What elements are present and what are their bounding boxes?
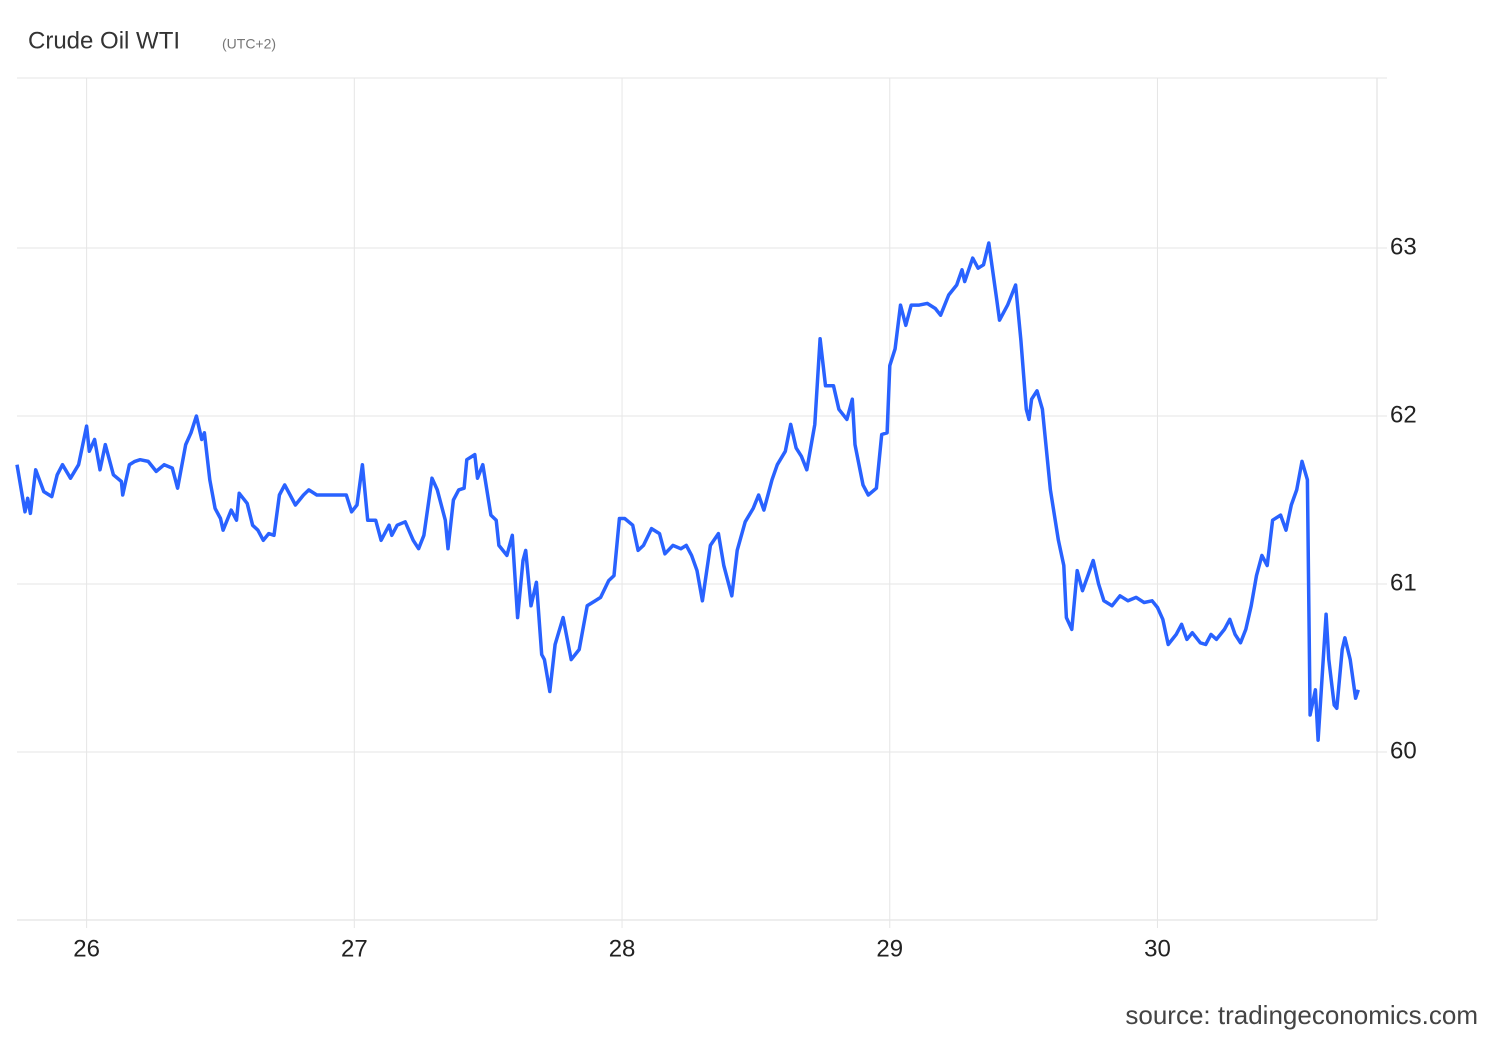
x-tick-label: 26 xyxy=(73,935,100,962)
source-note: source: tradingeconomics.com xyxy=(1125,1000,1478,1030)
chart-title: Crude Oil WTI xyxy=(28,27,180,54)
chart-subtitle: (UTC+2) xyxy=(222,36,276,52)
x-tick-label: 29 xyxy=(876,935,903,962)
price-line xyxy=(15,241,1360,742)
y-tick-label: 61 xyxy=(1390,569,1417,596)
x-tick-label: 27 xyxy=(341,935,368,962)
x-tick-label: 28 xyxy=(609,935,636,962)
x-tick-label: 30 xyxy=(1144,935,1171,962)
y-tick-label: 63 xyxy=(1390,233,1417,260)
y-tick-label: 60 xyxy=(1390,737,1417,764)
y-tick-label: 62 xyxy=(1390,401,1417,428)
